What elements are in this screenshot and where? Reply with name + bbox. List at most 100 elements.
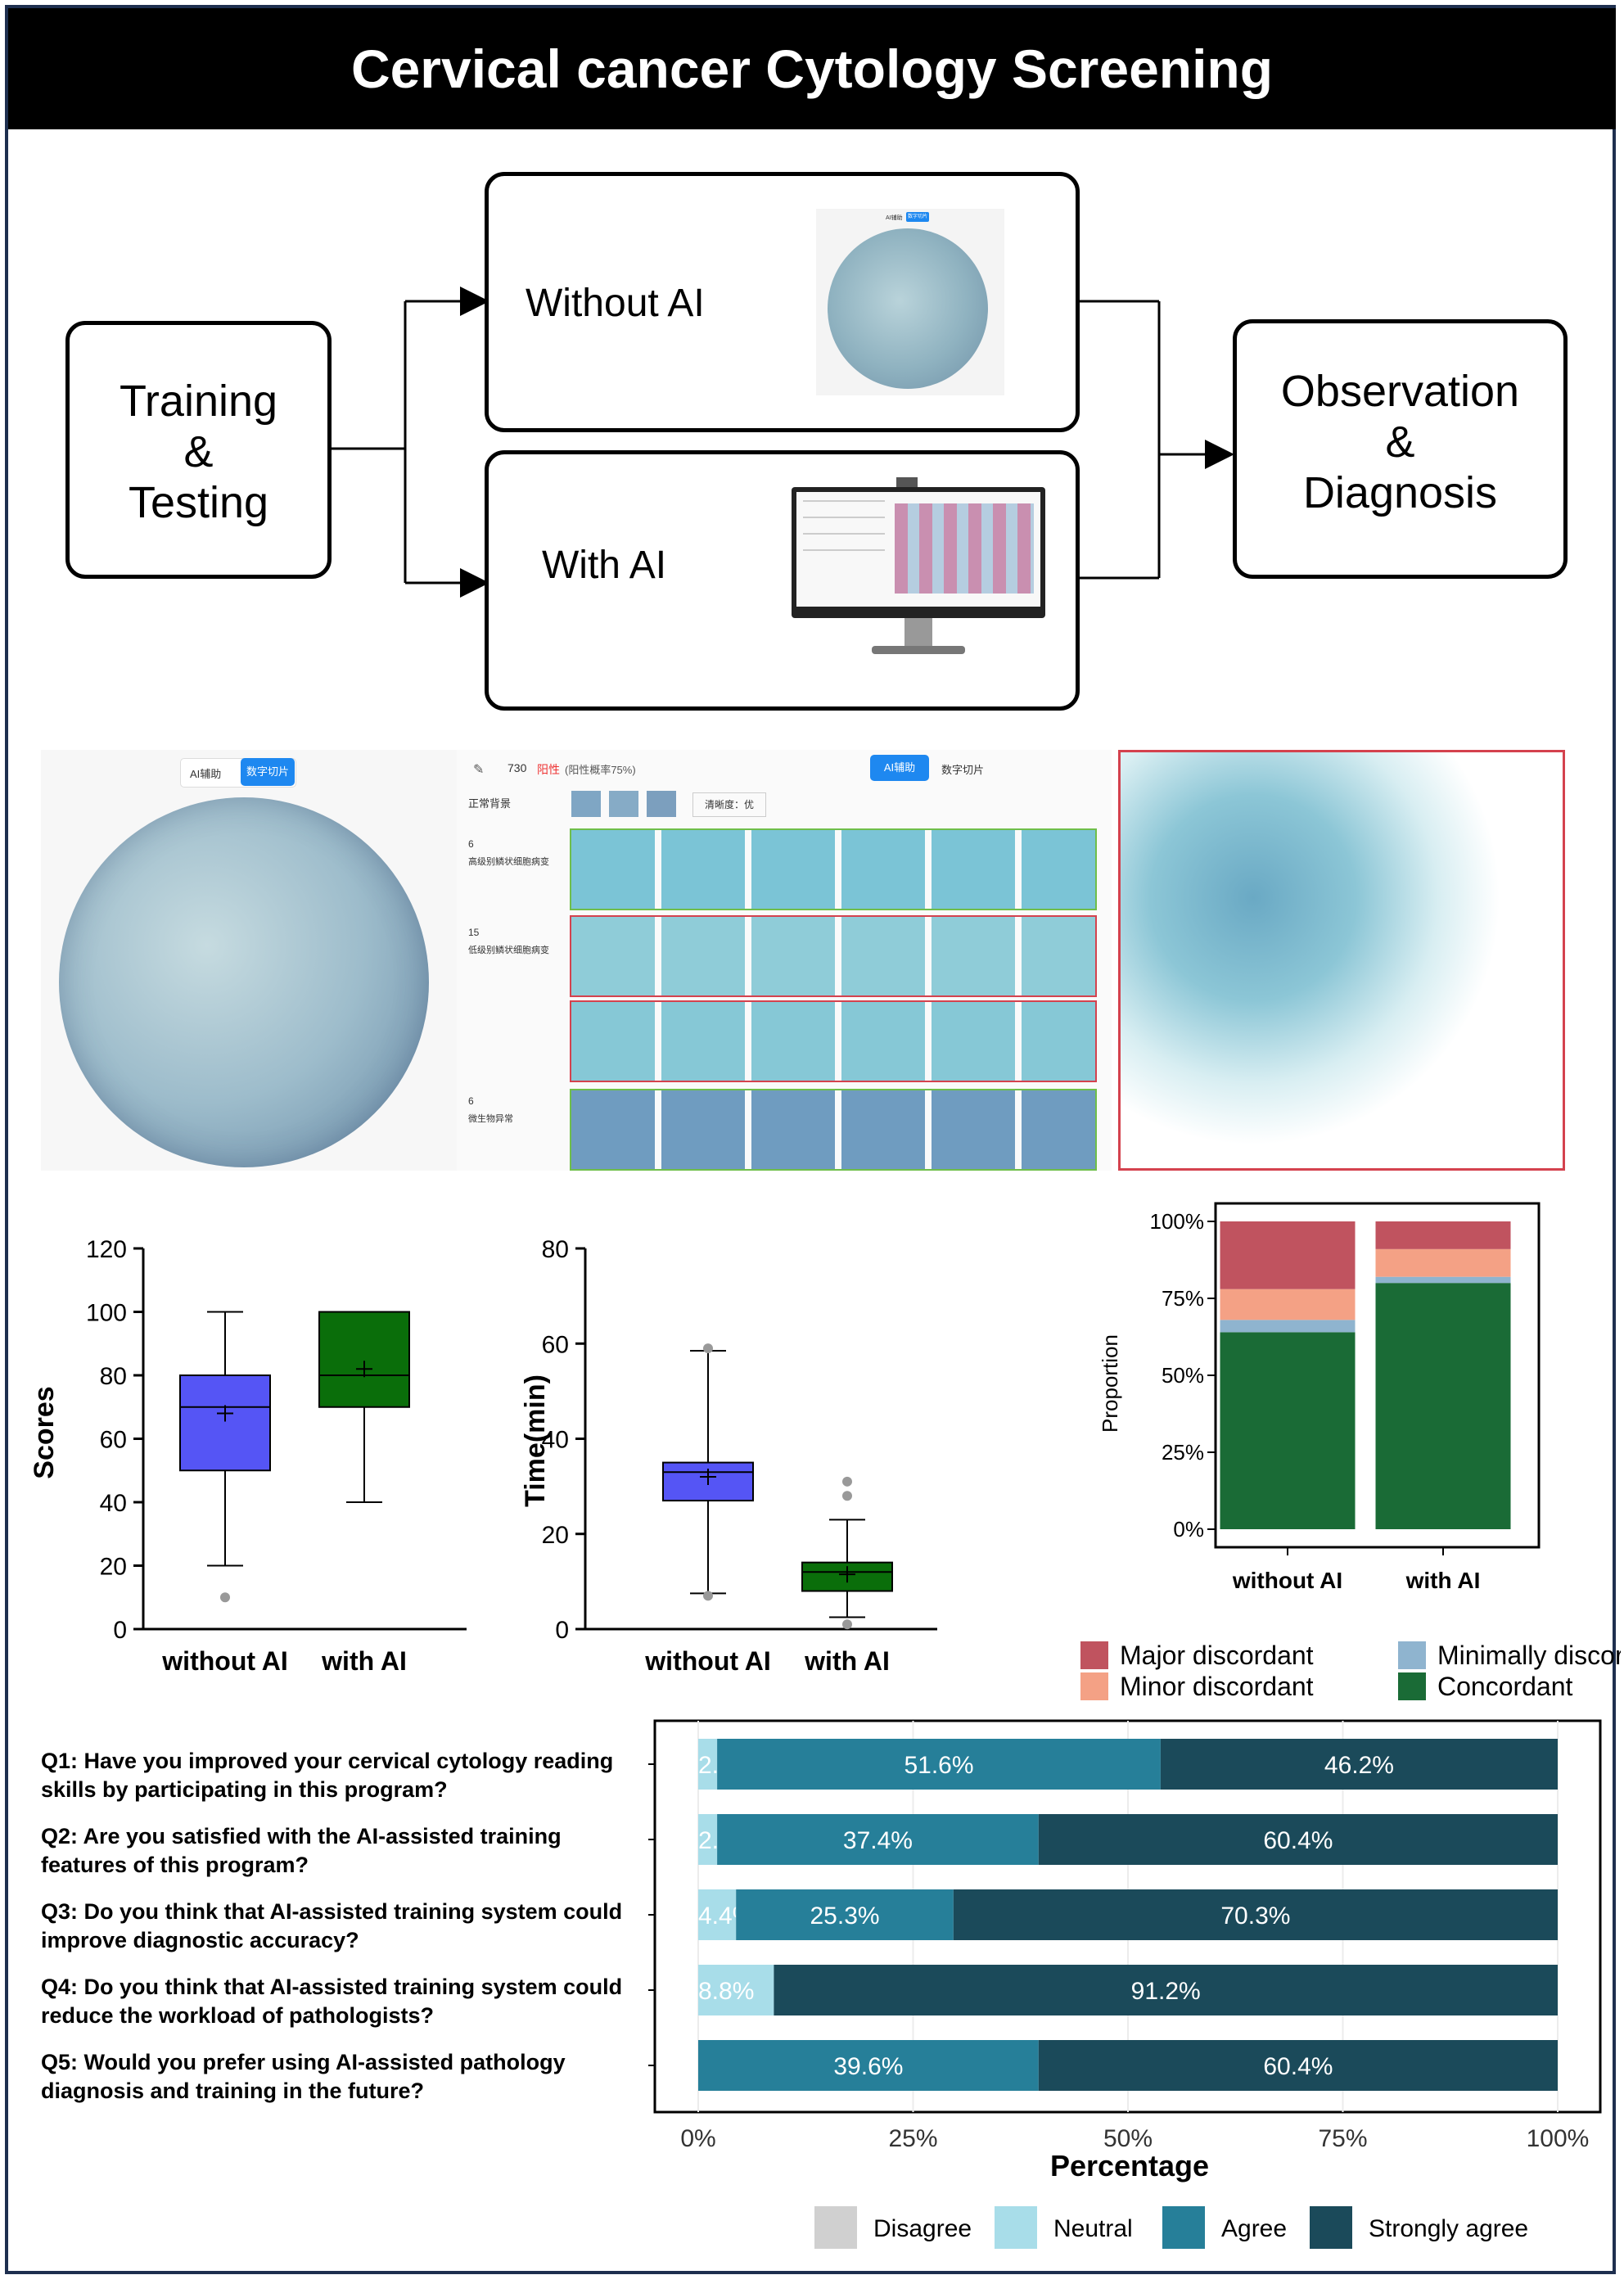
y-tick-label: 50% <box>1162 1363 1204 1388</box>
y-tick-label: 80 <box>100 1363 127 1390</box>
data-label: 51.6% <box>904 1752 973 1779</box>
box-line: Diagnosis <box>1302 468 1498 518</box>
legend-swatch <box>1310 2206 1352 2249</box>
stacked-segment <box>717 1739 1161 1790</box>
y-tick-label: 120 <box>86 1236 127 1263</box>
stacked-segment <box>698 1814 718 1865</box>
legend-label: Neutral <box>1053 2215 1133 2242</box>
x-tick-label: without AI <box>1232 1568 1342 1593</box>
proportion-stacked-bar: Proportion 0% 25% 50% 75% 100% without AI with… <box>1080 1202 1621 1701</box>
positive-label: 阳性 <box>537 763 560 776</box>
figure-frame <box>5 5 1616 2274</box>
legend-swatch <box>995 2206 1037 2249</box>
data-label: 25.3% <box>810 1903 879 1930</box>
ai-assist-toggle[interactable]: AI辅助 <box>870 755 929 781</box>
data-label: 8.8% <box>698 1978 754 2005</box>
stacked-segment <box>1038 1814 1558 1865</box>
data-label: 46.2% <box>1324 1752 1394 1779</box>
survey-question: Q5: Would you prefer using AI-assisted p… <box>41 2050 566 2104</box>
legend-label: Minimally discordant <box>1437 1641 1621 1670</box>
box-line: & <box>183 427 214 477</box>
legend-label: Strongly agree <box>1369 2215 1528 2242</box>
cell-tiles-row[interactable] <box>570 915 1097 997</box>
with-ai-label: With AI <box>542 544 667 587</box>
y-tick-label: 20 <box>100 1554 127 1581</box>
group-count: 6 <box>468 838 474 850</box>
x-axis-label: Percentage <box>1050 2149 1209 2182</box>
survey-question: Q1: Have you improved your cervical cyto… <box>41 1749 614 1803</box>
outlier-point <box>842 1619 852 1630</box>
group-label: 高级别鳞状细胞病变 <box>468 857 549 867</box>
flow-connectors <box>329 287 1234 598</box>
y-tick-label: 100 <box>86 1300 127 1327</box>
group-count: 6 <box>468 1095 474 1107</box>
x-tick-label: 0% <box>680 2125 715 2152</box>
y-tick-label: 25% <box>1162 1440 1204 1465</box>
stacked-segment <box>1220 1221 1356 1289</box>
y-tick-label: 0 <box>555 1617 569 1644</box>
cell-tiles-row[interactable] <box>570 1000 1097 1082</box>
legend-label: Agree <box>1221 2215 1287 2242</box>
total-count: 730 <box>508 761 527 774</box>
monitor-image <box>792 477 1045 659</box>
x-tick-label: with AI <box>804 1646 890 1676</box>
digital-slide-toggle[interactable]: 数字切片 <box>241 758 295 786</box>
ai-assist-toggle[interactable]: AI辅助 <box>190 768 222 780</box>
stacked-segment <box>698 1739 718 1790</box>
digital-slide-toggle[interactable]: 数字切片 <box>941 764 985 776</box>
box-line: Training <box>119 377 278 426</box>
survey-question: Q3: Do you think that AI-assisted traini… <box>41 1899 623 1953</box>
box-line: Testing <box>128 478 269 528</box>
normal-background-label: 正常背景 <box>468 797 512 810</box>
edit-icon[interactable]: ✎ <box>473 763 485 777</box>
y-axis-label: Scores <box>33 1386 60 1478</box>
ai-review-panel: ✎ 730 阳性 (阳性概率75%) AI辅助 数字切片 正常背景 清晰度：优 … <box>457 750 1112 1171</box>
y-tick-label: 40 <box>100 1490 127 1517</box>
page-title: Cervical cancer Cytology Screening <box>8 8 1616 129</box>
x-tick-label: 25% <box>888 2125 937 2152</box>
stacked-segment <box>736 1889 954 1940</box>
legend-swatch <box>814 2206 857 2249</box>
x-tick-label: without AI <box>644 1646 770 1676</box>
outlier-point <box>703 1591 713 1601</box>
y-tick-label: 20 <box>542 1522 569 1549</box>
data-label: 37.4% <box>843 1827 913 1854</box>
y-tick-label: 80 <box>542 1236 569 1263</box>
x-tick-label: 75% <box>1318 2125 1367 2152</box>
survey-stacked-bar: Percentage 0%25%50%75%100%2.2%51.6%46.2%… <box>648 1719 1602 2249</box>
stacked-segment <box>1160 1739 1558 1790</box>
legend-label: Minor discordant <box>1120 1672 1314 1701</box>
stacked-segment <box>1375 1283 1511 1529</box>
outlier-point <box>703 1343 713 1354</box>
with-ai-box: With AI <box>485 450 1080 711</box>
y-tick-label: 100% <box>1150 1209 1205 1234</box>
y-tick-label: 75% <box>1162 1286 1204 1311</box>
data-label: 60.4% <box>1263 1827 1333 1854</box>
survey-question: Q2: Are you satisfied with the AI-assist… <box>41 1824 562 1878</box>
stacked-segment <box>1220 1320 1356 1333</box>
y-tick-label: 60 <box>100 1427 127 1454</box>
stacked-segment <box>1038 2040 1558 2091</box>
positive-probability: (阳性概率75%) <box>565 764 636 776</box>
group-label: 低级别鳞状细胞病变 <box>468 946 549 955</box>
without-ai-box: Without AI AI辅助 数字切片 <box>485 172 1080 432</box>
enlarged-cell-view <box>1118 750 1565 1171</box>
stacked-segment <box>774 1965 1558 2015</box>
outlier-point <box>842 1491 852 1501</box>
cell-tiles-row[interactable] <box>570 828 1097 910</box>
stacked-segment <box>698 1889 737 1940</box>
cell-tiles-row[interactable] <box>570 1089 1097 1171</box>
slide-thumbnail: AI辅助 数字切片 <box>816 209 1004 395</box>
data-label: 91.2% <box>1131 1978 1201 2005</box>
stacked-segment <box>1375 1276 1511 1284</box>
legend-label: Disagree <box>873 2215 972 2242</box>
stacked-segment <box>698 1965 774 2015</box>
y-tick-label: 0 <box>113 1617 127 1644</box>
legend-label: Concordant <box>1437 1672 1573 1701</box>
box <box>318 1311 410 1408</box>
survey-question: Q4: Do you think that AI-assisted traini… <box>41 1975 623 2029</box>
legend-swatch <box>1080 1672 1108 1700</box>
stacked-segment <box>1375 1221 1511 1249</box>
y-tick-label: 60 <box>542 1331 569 1358</box>
observation-diagnosis-box: Observation & Diagnosis <box>1233 319 1568 579</box>
